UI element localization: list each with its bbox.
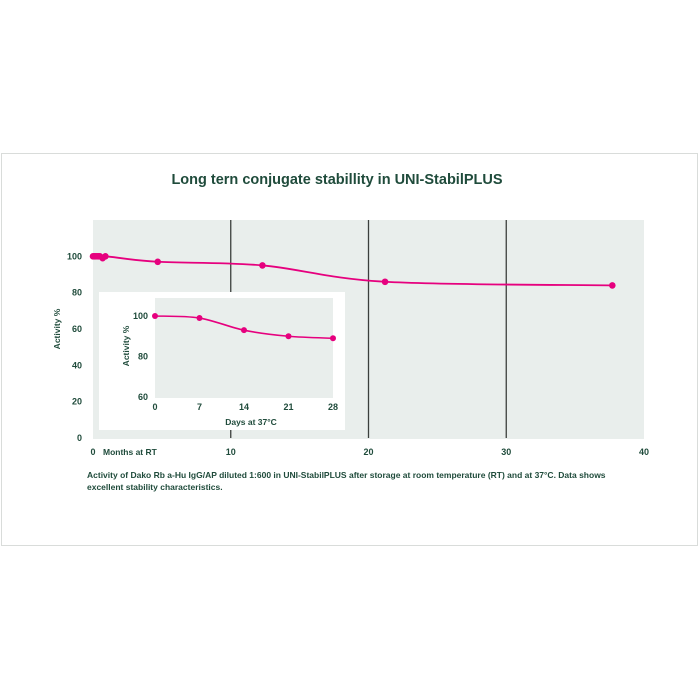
main-y-tick-label: 20 bbox=[72, 397, 82, 407]
main-data-point bbox=[259, 262, 266, 269]
inset-x-tick-label: 28 bbox=[328, 402, 338, 412]
inset-data-point bbox=[196, 315, 203, 322]
inset-x-tick-label: 7 bbox=[197, 402, 202, 412]
main-series bbox=[89, 253, 616, 289]
main-x-tick-label: 40 bbox=[639, 447, 649, 457]
inset-y-ticks: 60 80 100 bbox=[133, 311, 148, 402]
inset-series bbox=[152, 313, 336, 342]
caption-line-2: excellent stability characteristics. bbox=[87, 482, 223, 492]
inset-x-axis-label: Days at 37°C bbox=[225, 417, 277, 427]
main-x-axis-label: Months at RT bbox=[103, 447, 158, 457]
main-y-axis-label: Activity % bbox=[52, 308, 62, 349]
main-data-point bbox=[154, 258, 162, 266]
inset-y-tick-label: 80 bbox=[138, 352, 148, 362]
main-y-tick-label: 100 bbox=[67, 251, 82, 261]
inset-data-point bbox=[330, 335, 336, 342]
chart-figure: Long tern conjugate stabillity in UNI-St… bbox=[52, 172, 649, 492]
chart-card: Long tern conjugate stabillity in UNI-St… bbox=[1, 153, 698, 546]
main-data-point bbox=[102, 253, 109, 260]
main-y-tick-label: 40 bbox=[72, 360, 82, 370]
main-x-tick-label: 10 bbox=[226, 447, 236, 457]
main-y-tick-label: 0 bbox=[77, 433, 82, 443]
inset-x-tick-label: 14 bbox=[239, 402, 249, 412]
inset-chart: 60 80 100 0 7 14 21 28 Activity % Days at 37°C bbox=[99, 292, 345, 430]
main-y-ticks: 0 20 40 60 80 100 bbox=[67, 251, 82, 443]
caption-line-1: Activity of Dako Rb a-Hu IgG/AP diluted … bbox=[87, 470, 606, 480]
main-data-point bbox=[381, 278, 389, 286]
inset-data-point bbox=[285, 333, 292, 340]
inset-y-axis-label: Activity % bbox=[121, 325, 131, 366]
main-data-point bbox=[609, 282, 616, 289]
main-y-tick-label: 60 bbox=[72, 324, 82, 334]
inset-x-tick-label: 0 bbox=[152, 402, 157, 412]
inset-x-ticks: 0 7 14 21 28 bbox=[152, 402, 338, 412]
inset-data-point bbox=[241, 327, 247, 334]
inset-y-tick-label: 60 bbox=[138, 392, 148, 402]
inset-data-point bbox=[152, 313, 158, 319]
main-x-tick-label: 0 bbox=[90, 447, 95, 457]
main-y-tick-label: 80 bbox=[72, 288, 82, 298]
inset-x-tick-label: 21 bbox=[283, 402, 293, 412]
inset-y-tick-label: 100 bbox=[133, 311, 148, 321]
main-x-tick-label: 30 bbox=[501, 447, 511, 457]
main-x-ticks: 0 10 20 30 40 bbox=[90, 447, 649, 457]
main-x-tick-label: 20 bbox=[363, 447, 373, 457]
inset-plot-area bbox=[155, 298, 333, 398]
chart-title: Long tern conjugate stabillity in UNI-St… bbox=[171, 172, 502, 188]
